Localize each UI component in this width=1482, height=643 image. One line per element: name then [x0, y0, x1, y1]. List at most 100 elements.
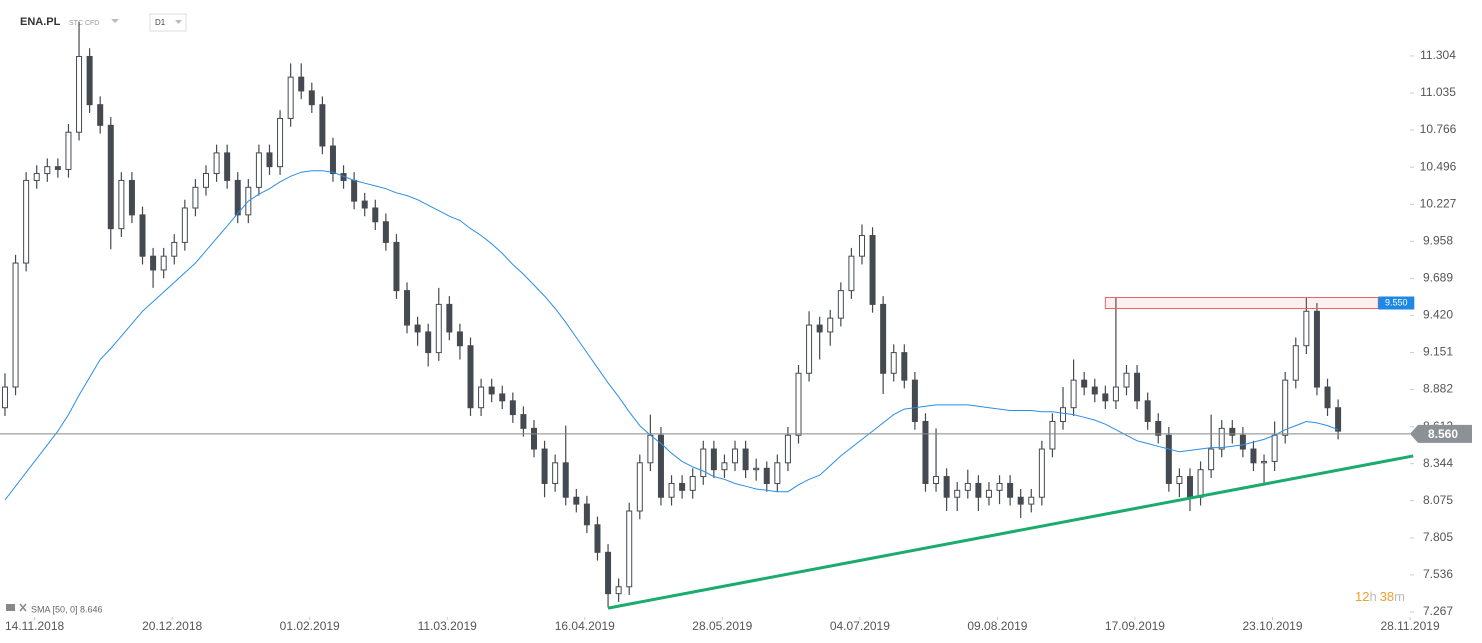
x-tick-label: 28.11.2019: [1380, 619, 1439, 633]
candle-body: [44, 166, 51, 175]
candle-body: [700, 448, 707, 478]
candle-body: [181, 207, 188, 243]
candle-body: [1229, 427, 1236, 436]
y-tick-label: 10.227: [1420, 196, 1457, 210]
candle-body: [1292, 345, 1299, 381]
candle-body: [594, 524, 601, 553]
dropdown-arrow[interactable]: [175, 20, 182, 24]
indicator-close[interactable]: [19, 603, 27, 612]
indicator-legend: SMA [50, 0] 8.646: [6, 603, 103, 614]
candle-body: [118, 179, 125, 230]
x-tick-label: 11.03.2019: [418, 619, 477, 633]
timeframe-box[interactable]: [149, 13, 187, 32]
y-tick-label: 8.882: [1423, 382, 1453, 396]
candle-body: [308, 90, 315, 106]
candle-body: [880, 303, 887, 374]
candle-body: [710, 448, 717, 471]
candle-body: [393, 241, 400, 292]
candle-body: [446, 303, 453, 333]
candle-body: [128, 179, 135, 216]
candle-body: [1123, 372, 1130, 388]
candle-body: [23, 179, 30, 264]
candle-body: [414, 324, 421, 333]
candle-body: [1324, 386, 1331, 409]
candle-body: [425, 331, 432, 354]
candle-body: [12, 262, 19, 388]
candle-body: [1208, 448, 1215, 471]
candle-body: [636, 462, 643, 512]
candle-body: [1186, 476, 1193, 498]
candle-body: [922, 420, 929, 484]
y-tick-label: 9.958: [1423, 233, 1453, 247]
candle-body: [65, 131, 72, 170]
x-tick-label: 09.08.2019: [967, 619, 1027, 633]
x-tick-label: 23.10.2019: [1242, 619, 1302, 633]
indicator-icon[interactable]: [6, 604, 15, 611]
candle-body: [869, 235, 876, 305]
x-tick-label: 14.11.2018: [5, 619, 64, 633]
sma-line: [4, 170, 1339, 501]
candle-body: [1102, 393, 1109, 402]
candle-body: [943, 476, 950, 498]
countdown-unit: h: [1369, 589, 1376, 604]
candle-body: [404, 290, 411, 326]
candle-body: [837, 290, 844, 319]
candle-body: [1112, 386, 1119, 402]
zone-tag: [1378, 296, 1415, 310]
candle-body: [901, 352, 908, 381]
candle-body: [435, 303, 442, 354]
candle-body: [996, 482, 1003, 491]
candle-body: [509, 400, 516, 416]
candle-body: [541, 448, 548, 484]
y-tick-label: 11.304: [1420, 48, 1456, 62]
candle-body: [150, 255, 157, 271]
y-tick-label: 9.689: [1423, 271, 1453, 285]
candle-body: [763, 467, 770, 484]
candle-body: [1017, 496, 1024, 505]
x-tick-label: 17.09.2019: [1105, 619, 1165, 633]
y-tick-label: 7.536: [1423, 567, 1453, 581]
candle-body: [329, 145, 336, 175]
candle-body: [520, 414, 527, 429]
candle-body: [203, 173, 210, 188]
y-tick-label: 10.766: [1420, 122, 1457, 136]
candle-body: [171, 241, 178, 257]
candle-body: [552, 462, 559, 484]
candle-body: [1144, 400, 1151, 422]
dropdown-arrow[interactable]: [111, 19, 119, 23]
countdown-hours: 12: [1355, 589, 1369, 604]
x-tick-label: 20.12.2018: [142, 619, 202, 633]
current-price-label: 8.560: [1428, 427, 1458, 441]
candle-body: [1038, 448, 1045, 498]
countdown: 12h 38m: [1355, 589, 1405, 604]
candle-body: [1271, 434, 1278, 462]
candle-body: [1239, 434, 1246, 450]
candle-body: [1303, 310, 1310, 347]
candle-body: [488, 386, 495, 395]
candle-body: [626, 510, 633, 588]
candle-body: [679, 482, 686, 491]
candle-body: [456, 331, 463, 347]
candle-body: [139, 214, 146, 257]
candle-body: [234, 179, 241, 216]
candle-body: [319, 104, 326, 147]
candle-body: [372, 207, 379, 223]
y-tick-label: 11.035: [1420, 85, 1456, 99]
candle-body: [467, 345, 474, 409]
candles: [1, 22, 1342, 608]
candle-body: [657, 434, 664, 498]
candle-body: [1091, 386, 1098, 395]
candle-body: [848, 255, 855, 292]
candle-body: [1070, 379, 1077, 409]
candle-body: [816, 324, 823, 333]
candle-body: [499, 393, 506, 402]
candle-body: [562, 462, 569, 498]
candle-body: [668, 482, 675, 498]
candle-body: [266, 152, 273, 168]
candle-body: [1028, 496, 1035, 505]
candle-body: [1, 386, 8, 409]
candle-body: [1060, 407, 1067, 422]
candle-body: [689, 476, 696, 491]
candle-body: [1007, 482, 1014, 498]
